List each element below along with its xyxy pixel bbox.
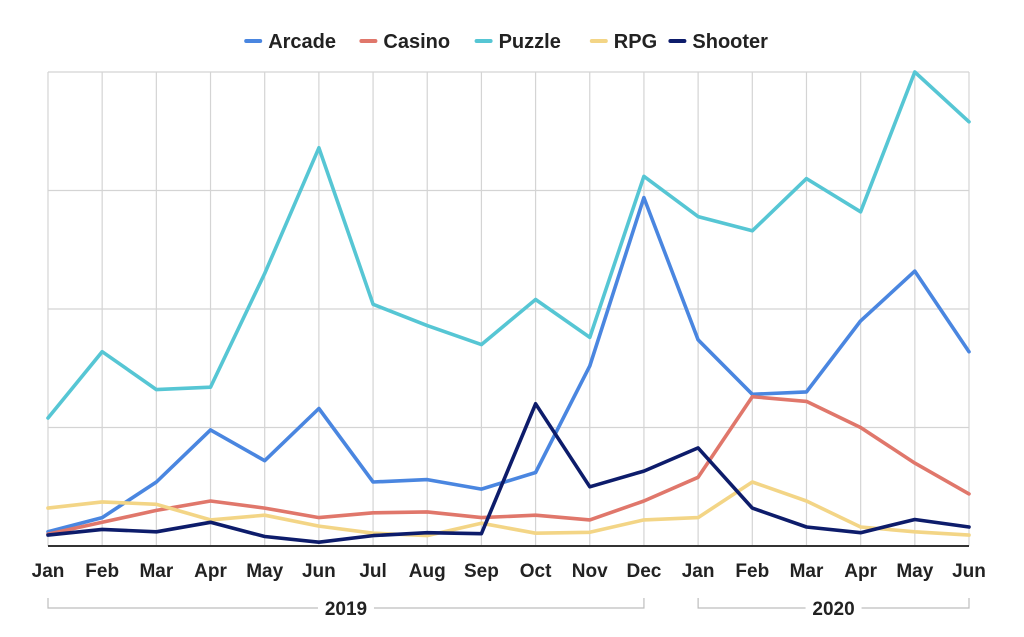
x-axis: Jan Feb Mar Apr May Jun Jul Aug Sep Oct Nov Dec Jan F…	[32, 561, 986, 620]
x-tick-label: Jun	[952, 561, 986, 582]
series-line-casino	[46, 394, 971, 536]
x-tick-label: Nov	[572, 561, 608, 582]
year-group-label: 2019	[325, 599, 367, 620]
x-tick-label: Mar	[139, 561, 173, 582]
legend-label-shooter: Shooter	[692, 31, 768, 53]
x-tick-label: May	[246, 561, 283, 582]
year-bracket-right	[373, 598, 645, 609]
year-bracket-left	[697, 598, 806, 609]
grid	[47, 71, 970, 547]
legend-label-rpg: RPG	[614, 31, 657, 53]
x-tick-label: Aug	[409, 561, 446, 582]
x-tick-label: Jul	[359, 561, 386, 582]
year-bracket-right	[861, 598, 970, 609]
series-lines	[46, 70, 971, 545]
x-tick-label: Apr	[844, 561, 877, 582]
x-tick-label: Feb	[735, 561, 769, 582]
x-tick-label: Oct	[520, 561, 552, 582]
series-line-rpg	[46, 480, 971, 538]
series-line-arcade	[46, 195, 971, 534]
x-tick-label: Dec	[627, 561, 662, 582]
legend-label-casino: Casino	[383, 31, 450, 53]
legend: Arcade Casino Puzzle RPG Shooter	[244, 31, 768, 53]
series-line-puzzle	[46, 70, 971, 420]
year-bracket-left	[47, 598, 318, 609]
x-tick-label: Sep	[464, 561, 499, 582]
x-tick-label: Jan	[32, 561, 65, 582]
x-tick-label: Jun	[302, 561, 336, 582]
x-tick-label: Feb	[85, 561, 119, 582]
x-tick-label: May	[896, 561, 933, 582]
legend-label-arcade: Arcade	[268, 31, 336, 53]
series-line-shooter	[46, 401, 971, 545]
x-tick-label: Jan	[682, 561, 715, 582]
year-group-label: 2020	[812, 599, 854, 620]
x-tick-label: Mar	[790, 561, 824, 582]
x-tick-label: Apr	[194, 561, 227, 582]
legend-label-puzzle: Puzzle	[499, 31, 561, 53]
